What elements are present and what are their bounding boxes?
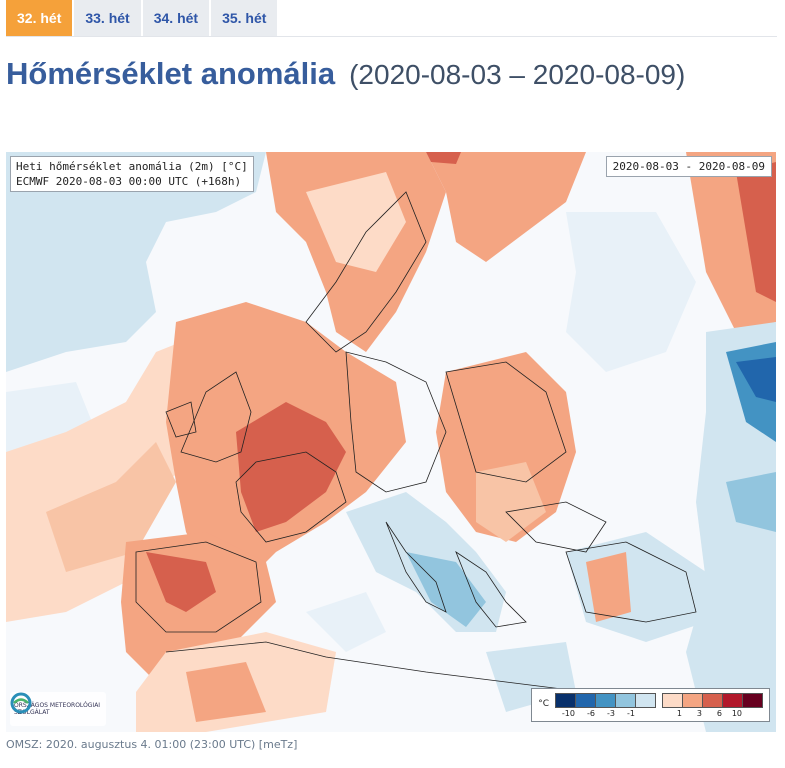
tab-week-34[interactable]: 34. hét — [142, 0, 210, 36]
legend-warm-swatch — [662, 693, 682, 708]
anomaly-map: Heti hőmérséklet anomália (2m) [°C] ECMW… — [6, 152, 776, 732]
page-title: Hőmérséklet anomália (2020-08-03 – 2020-0… — [6, 55, 766, 94]
legend-warm-swatch — [742, 693, 763, 708]
omsz-logo-icon — [10, 692, 32, 714]
color-legend: °C -10 -6 -3 -1 1 3 6 10 — [531, 688, 770, 722]
anomaly-map-graphic — [6, 152, 776, 732]
legend-cold-tick-label: -6 — [587, 709, 595, 718]
map-date-range: 2020-08-03 - 2020-08-09 — [605, 156, 772, 177]
legend-cold-swatch — [555, 693, 575, 708]
week-tabs: 32. hét 33. hét 34. hét 35. hét — [6, 0, 278, 36]
page-title-range: (2020-08-03 – 2020-08-09) — [349, 59, 686, 90]
map-info-line1: Heti hőmérséklet anomália (2m) [°C] — [16, 160, 248, 173]
legend-cold-swatch — [595, 693, 615, 708]
omsz-logo: ORSZÁGOS METEOROLÓGIAI SZOLGÁLAT — [10, 692, 106, 726]
legend-warm-tick-label: 3 — [696, 709, 702, 718]
footer-timestamp: OMSZ: 2020. augusztus 4. 01:00 (23:00 UT… — [6, 738, 298, 751]
legend-warm-tick-label: 1 — [676, 709, 682, 718]
legend-cold-tick-label: -10 — [561, 709, 575, 718]
legend-cold-swatch — [635, 693, 656, 708]
map-info-box: Heti hőmérséklet anomália (2m) [°C] ECMW… — [10, 156, 254, 192]
legend-warm-swatch — [722, 693, 742, 708]
legend-cold: -10 -6 -3 -1 — [555, 693, 656, 718]
legend-cold-ticks: -10 -6 -3 -1 — [555, 709, 656, 718]
tab-divider — [6, 36, 777, 37]
tab-week-33[interactable]: 33. hét — [74, 0, 141, 36]
legend-unit: °C — [538, 699, 549, 709]
legend-cold-swatch — [615, 693, 635, 708]
legend-warm-ticks: 1 3 6 10 — [662, 709, 763, 718]
legend-cold-tick-label: -3 — [607, 709, 615, 718]
legend-warm-tick-label: 6 — [716, 709, 722, 718]
omsz-logo-text: ORSZÁGOS METEOROLÓGIAI SZOLGÁLAT — [14, 702, 101, 716]
legend-warm: 1 3 6 10 — [662, 693, 763, 718]
legend-warm-tick-label: 10 — [731, 709, 742, 718]
legend-cold-tick-label: -1 — [627, 709, 635, 718]
tab-week-32[interactable]: 32. hét — [6, 0, 73, 36]
map-info-line2: ECMWF 2020-08-03 00:00 UTC (+168h) — [16, 175, 242, 188]
legend-warm-swatch — [702, 693, 722, 708]
legend-cold-swatches — [555, 693, 656, 708]
page-title-main: Hőmérséklet anomália — [6, 56, 336, 91]
tab-week-35[interactable]: 35. hét — [211, 0, 278, 36]
legend-cold-swatch — [575, 693, 595, 708]
legend-warm-swatches — [662, 693, 763, 708]
legend-warm-swatch — [682, 693, 702, 708]
